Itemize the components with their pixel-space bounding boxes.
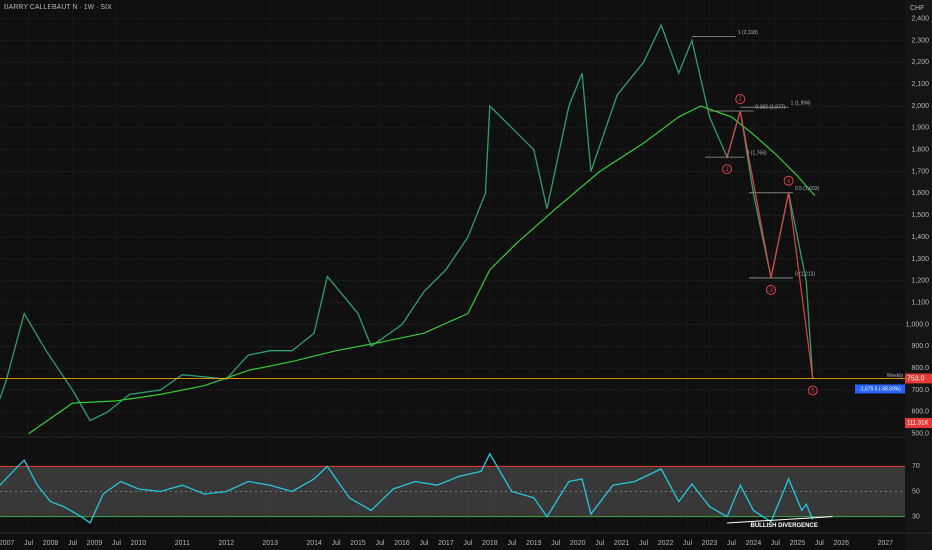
y-tick-label: 1,800 <box>911 147 929 154</box>
x-tick-label: 2010 <box>131 540 147 547</box>
chart-title: BARRY CALLEBAUT N · 1W · SIX <box>4 4 112 11</box>
x-tick-label: Jul <box>507 540 516 547</box>
divergence-label: BULLISH DIVERGENCE <box>751 523 818 529</box>
interval-label: Weekly <box>887 373 904 379</box>
price-tag-label: 753.0 <box>907 375 925 382</box>
x-tick-label: 2023 <box>702 540 718 547</box>
y-tick-label: 1,500 <box>911 212 929 219</box>
y-tick-label: 1,700 <box>911 168 929 175</box>
y-tick-label: 700.0 <box>911 387 929 394</box>
series-line <box>0 23 814 422</box>
x-tick-label: Jul <box>419 540 428 547</box>
wave-marker <box>783 175 794 186</box>
wave-label: 5 <box>811 389 815 395</box>
x-tick-label: 2018 <box>482 540 498 547</box>
wave-marker <box>722 164 733 175</box>
x-tick-label: 2024 <box>746 540 762 547</box>
y-tick-label: 1,900 <box>911 125 929 132</box>
x-tick-label: 2016 <box>394 540 410 547</box>
x-tick-label: Jul <box>332 540 341 547</box>
x-tick-label: Jul <box>595 540 604 547</box>
x-tick-label: 2019 <box>526 540 542 547</box>
wave-marker <box>766 284 777 295</box>
x-tick-label: 2027 <box>877 540 893 547</box>
wave-label: 2 <box>739 97 743 103</box>
x-tick-label: 2025 <box>790 540 806 547</box>
y-tick-label: 600.0 <box>911 409 929 416</box>
x-tick-label: 2020 <box>570 540 586 547</box>
y-tick-label: 2,100 <box>911 81 929 88</box>
x-tick-label: Jul <box>24 540 33 547</box>
level-label: 0.5 (1,603) <box>795 186 820 192</box>
wave-marker <box>735 93 746 104</box>
y-tick-label: 2,300 <box>911 37 929 44</box>
x-tick-label: Jul <box>68 540 77 547</box>
x-tick-label: 2008 <box>43 540 59 547</box>
x-tick-label: Jul <box>815 540 824 547</box>
x-tick-label: 2015 <box>350 540 366 547</box>
level-label: 1 (2,318) <box>738 30 758 36</box>
level-label: 0 (1,213) <box>795 271 815 277</box>
price-tag <box>905 373 932 384</box>
x-tick-label: Jul <box>376 540 385 547</box>
y-tick-label: 500.0 <box>911 431 929 438</box>
series-line <box>0 452 814 524</box>
y-tick-label: 2,000 <box>911 103 929 110</box>
x-tick-label: Jul <box>112 540 121 547</box>
wave-label: 1 <box>725 167 729 173</box>
price-axis <box>905 0 932 550</box>
y-tick-label: 1,000.0 <box>906 321 929 328</box>
volume-label: 111.31K <box>907 421 928 427</box>
y-tick-label: 1,600 <box>911 190 929 197</box>
y-tick-label: 1,200 <box>911 278 929 285</box>
y-tick-label: 900.0 <box>911 343 929 350</box>
x-tick-label: Jul <box>771 540 780 547</box>
x-tick-label: 2011 <box>175 540 190 547</box>
volume-tag <box>905 418 932 428</box>
y-tick-label: 30 <box>912 514 920 521</box>
change-label: -1,679.5 (-68.69%) <box>859 386 901 392</box>
wave-marker <box>807 385 818 396</box>
x-tick-label: Jul <box>463 540 472 547</box>
y-tick-label: 2,400 <box>911 15 929 22</box>
y-tick-label: 1,100 <box>911 299 929 306</box>
x-tick-label: Jul <box>639 540 648 547</box>
x-tick-label: 2022 <box>658 540 674 547</box>
y-tick-label: 70 <box>912 463 920 470</box>
x-tick-label: 2014 <box>306 540 322 547</box>
y-tick-label: 2,200 <box>911 59 929 66</box>
y-tick-label: 50 <box>912 488 920 495</box>
level-label: 0 (1,766) <box>747 150 767 156</box>
x-tick-label: Jul <box>727 540 736 547</box>
level-label: 1 (1,994) <box>791 101 811 107</box>
wave-label: 4 <box>787 179 791 185</box>
y-tick-label: 1,400 <box>911 234 929 241</box>
wave-path <box>726 110 814 379</box>
x-tick-label: Jul <box>683 540 692 547</box>
x-tick-label: 2017 <box>438 540 454 547</box>
x-tick-label: 2009 <box>87 540 103 547</box>
y-tick-label: 800.0 <box>911 365 929 372</box>
x-tick-label: 2012 <box>218 540 234 547</box>
wave-label: 3 <box>769 288 773 294</box>
change-tag <box>855 384 905 394</box>
divergence-line <box>727 516 833 524</box>
x-tick-label: 2026 <box>834 540 850 547</box>
y-tick-label: 1,300 <box>911 256 929 263</box>
x-tick-label: 2021 <box>614 540 630 547</box>
x-tick-label: Jul <box>551 540 560 547</box>
x-tick-label: 2013 <box>262 540 278 547</box>
currency: CHF <box>910 5 924 12</box>
series-line <box>28 105 816 435</box>
x-tick-label: 2007 <box>0 540 14 547</box>
